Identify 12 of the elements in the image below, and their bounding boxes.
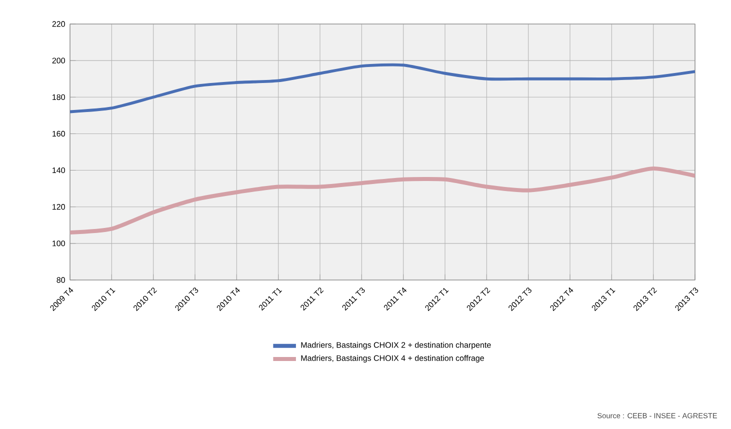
y-tick-label: 80 xyxy=(56,277,65,283)
legend-label: Madriers, Bastaings CHOIX 2 + destination charpente xyxy=(301,342,491,350)
y-tick-label: 140 xyxy=(52,167,65,174)
y-tick-label: 160 xyxy=(52,130,65,137)
y-tick-label: 180 xyxy=(52,94,65,100)
legend-label: Madriers, Bastaings CHOIX 4 + destination coffrage xyxy=(301,355,484,362)
y-tick-label: 120 xyxy=(52,204,65,210)
line-series xyxy=(70,63,696,114)
line-series xyxy=(70,166,696,234)
y-tick-label: 100 xyxy=(52,240,65,246)
y-tick-label: 220 xyxy=(52,21,65,27)
y-tick-label: 200 xyxy=(52,58,65,64)
